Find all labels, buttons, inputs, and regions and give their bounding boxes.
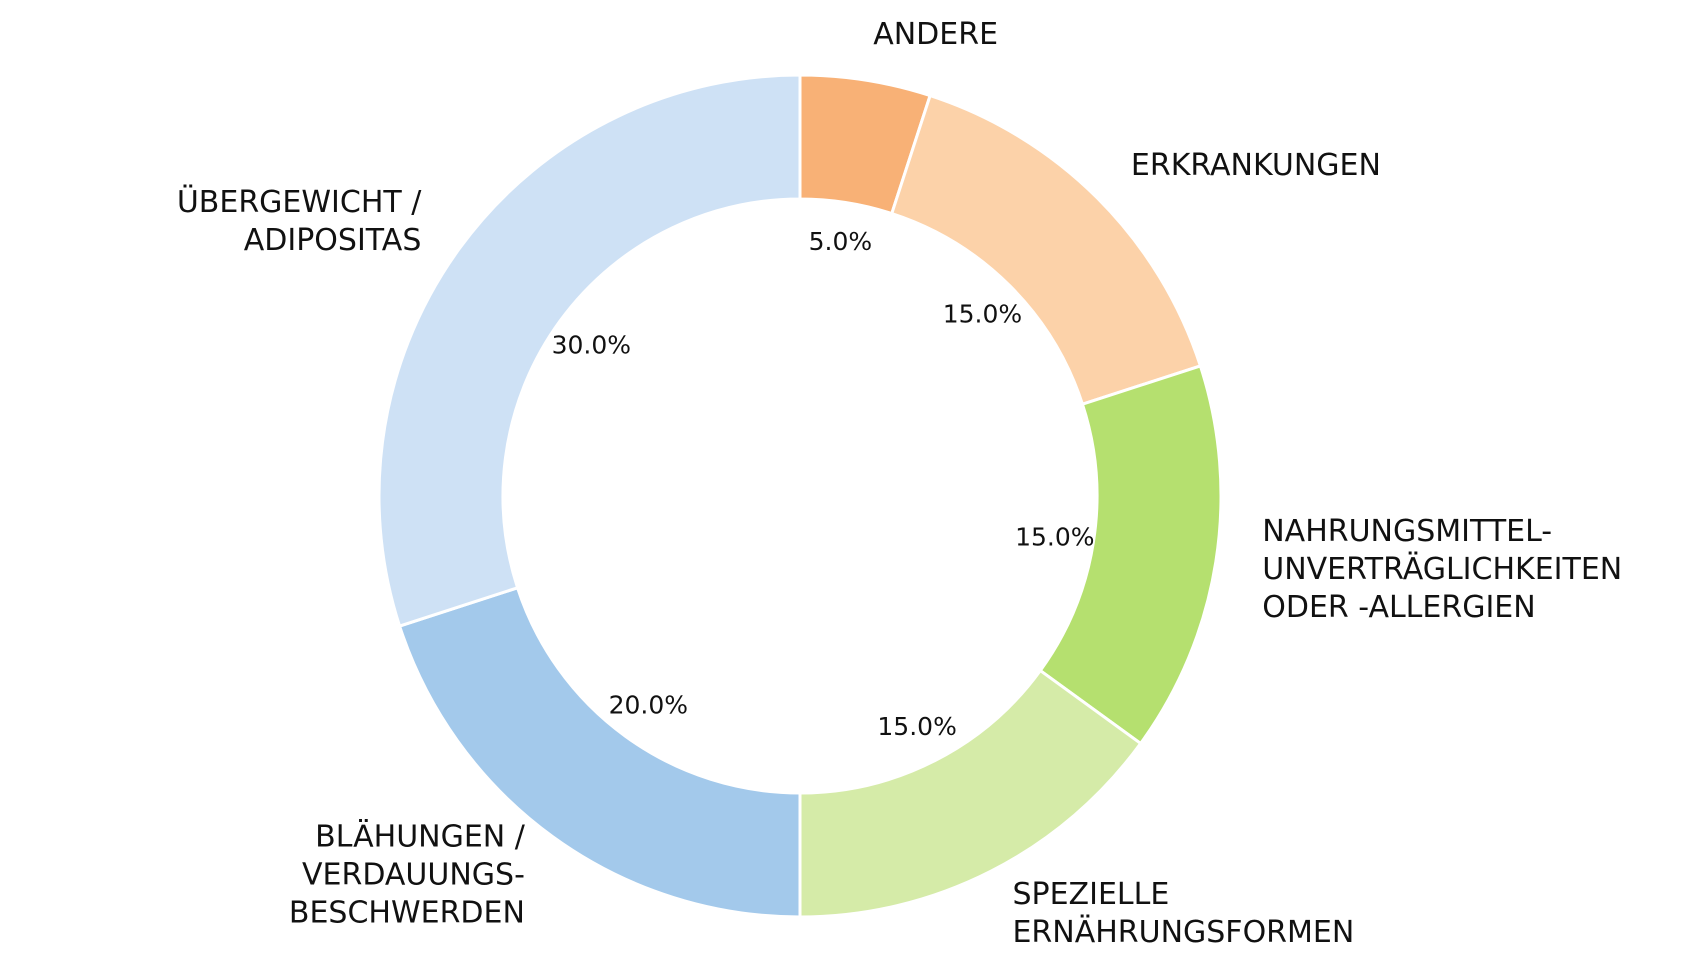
label-line: ERKRANKUNGEN	[1131, 148, 1381, 183]
slice-nahrungsmittel-unvertraeglichkeiten-oder-allergien	[1038, 364, 1223, 746]
pct-label-uebergewicht-adipositas: 30.0%	[552, 330, 631, 359]
pct-label-nahrungsmittel-unvertraeglichkeiten-oder-allergien: 15.0%	[1015, 522, 1094, 551]
labels-layer: ANDERE 5.0% ERKRANKUNGEN 15.0% NAHRUNGSMITTE…	[177, 17, 1622, 950]
label-spezielle-ernaehrungsformen: SPEZIELLE ERNÄHRUNGSFORMEN	[1012, 877, 1354, 950]
label-nahrungsmittel-unvertraeglichkeiten-oder-allergien: NAHRUNGSMITTEL-UNVERTRÄGLICHKEITEN ODER -…	[1262, 514, 1622, 625]
pct-label-andere: 5.0%	[809, 227, 873, 256]
pct-label-erkrankungen: 15.0%	[943, 300, 1022, 329]
label-line: UNVERTRÄGLICHKEITEN	[1262, 551, 1622, 587]
pct-label-spezielle-ernaehrungsformen: 15.0%	[877, 712, 956, 741]
label-line: ÜBERGEWICHT /	[177, 184, 422, 220]
label-line: ADIPOSITAS	[244, 223, 422, 258]
label-andere: ANDERE	[873, 17, 998, 52]
pct-label-blaehungen-verdauungs-beschwerden: 20.0%	[609, 691, 688, 720]
label-erkrankungen: ERKRANKUNGEN	[1131, 148, 1381, 183]
label-line: BLÄHUNGEN /	[315, 819, 526, 855]
slice-uebergewicht-adipositas	[377, 73, 802, 628]
label-uebergewicht-adipositas: ÜBERGEWICHT / ADIPOSITAS	[177, 184, 422, 258]
label-line: VERDAUUNGS-	[302, 858, 525, 893]
label-line: ERNÄHRUNGSFORMEN	[1012, 914, 1354, 950]
label-line: NAHRUNGSMITTEL-	[1262, 514, 1552, 549]
slices-layer	[377, 73, 1223, 919]
label-line: ODER -ALLERGIEN	[1262, 590, 1535, 625]
label-line: BESCHWERDEN	[289, 896, 525, 931]
label-blaehungen-verdauungs-beschwerden: BLÄHUNGEN / VERDAUUNGS-BESCHWERDEN	[289, 819, 526, 931]
label-line: ANDERE	[873, 17, 998, 52]
slice-erkrankungen	[889, 93, 1203, 407]
label-line: SPEZIELLE	[1012, 877, 1169, 912]
slice-blaehungen-verdauungs-beschwerden	[397, 585, 802, 919]
